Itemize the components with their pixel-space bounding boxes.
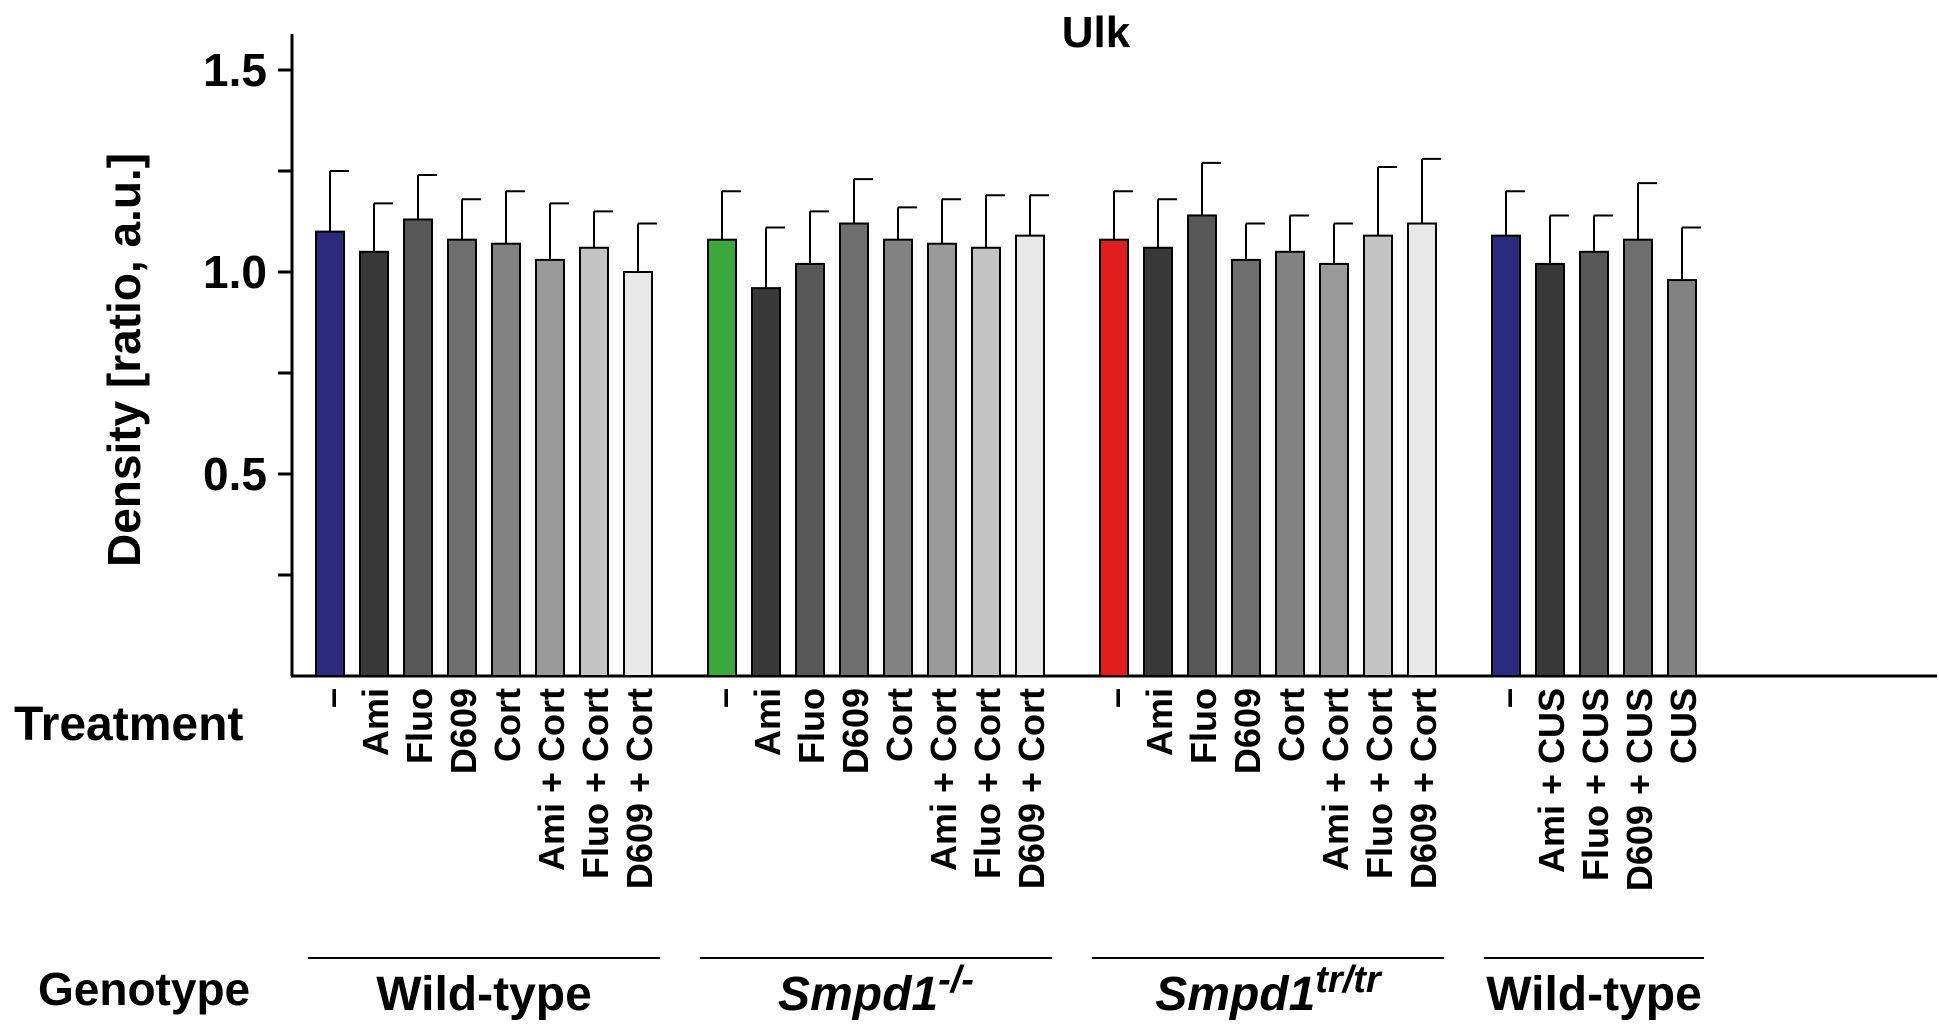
y-ticks: 0.5 1.0 1.5: [203, 44, 292, 577]
treatment-label: Fluo: [1183, 688, 1224, 764]
treatment-label: D609: [835, 688, 876, 774]
genotype-superscript: -/-: [938, 959, 974, 1001]
bar: [1363, 234, 1393, 677]
genotype-label: Wild-type: [376, 968, 592, 1021]
treatment-label: Ami + Cort: [923, 688, 964, 871]
y-tick-label: 0.5: [203, 448, 267, 500]
y-tick-label: 1.0: [203, 246, 267, 298]
treatment-label: Ami + CUS: [1531, 688, 1572, 873]
genotype-name: Wild-type: [376, 968, 592, 1021]
genotype-label: Wild-type: [1486, 968, 1702, 1021]
treatment-label: D609 + Cort: [619, 688, 660, 889]
bar: [1579, 250, 1609, 678]
bar: [707, 238, 737, 677]
bar: [1143, 246, 1173, 677]
y-tick-label: 1.5: [203, 44, 267, 96]
bar: [623, 271, 653, 677]
treatment-label: –: [311, 688, 352, 708]
bar: [1099, 238, 1129, 677]
treatment-label: Ami: [1139, 688, 1180, 756]
bar: [927, 242, 957, 677]
treatment-label: Ami + Cort: [1315, 688, 1356, 871]
treatment-label: Fluo: [791, 688, 832, 764]
bar: [1667, 279, 1697, 677]
treatment-label: Fluo + CUS: [1575, 688, 1616, 881]
bar: [1407, 222, 1437, 678]
bar: [883, 238, 913, 677]
bar: [971, 246, 1001, 677]
bar: [751, 287, 781, 677]
genotype-name: Wild-type: [1486, 968, 1702, 1021]
bar: [491, 242, 521, 677]
genotype-label: Smpd1tr/tr: [1155, 959, 1383, 1021]
bar: [359, 250, 389, 678]
genotype-name: Smpd1: [1155, 968, 1315, 1021]
treatment-label: Fluo + Cort: [575, 688, 616, 879]
treatment-label: –: [1487, 688, 1528, 708]
treatment-label: Cort: [1271, 688, 1312, 762]
bar: [1623, 238, 1653, 677]
treatment-label: Ami: [747, 688, 788, 756]
treatment-label: D609: [443, 688, 484, 774]
bar: [535, 258, 565, 677]
bar: [1491, 234, 1521, 677]
genotype-row-label: Genotype: [38, 963, 250, 1015]
treatment-label: CUS: [1663, 688, 1704, 764]
chart-title: Ulk: [1062, 8, 1131, 57]
bar: [795, 262, 825, 677]
treatment-label: D609 + Cort: [1011, 688, 1052, 889]
bar: [1275, 250, 1305, 678]
treatment-label: Fluo: [399, 688, 440, 764]
treatment-label: D609: [1227, 688, 1268, 774]
bar: [1187, 214, 1217, 677]
bar: [839, 222, 869, 678]
treatment-label: Fluo + Cort: [967, 688, 1008, 879]
treatment-label: –: [1095, 688, 1136, 708]
treatment-label: Fluo + Cort: [1359, 688, 1400, 879]
bar: [1535, 262, 1565, 677]
treatment-row-label: Treatment: [14, 698, 243, 751]
treatment-label: –: [703, 688, 744, 708]
bar: [315, 230, 345, 677]
genotype-label: Smpd1-/-: [778, 959, 974, 1021]
bar: [1231, 258, 1261, 677]
treatment-label: Cort: [879, 688, 920, 762]
treatment-label: Cort: [487, 688, 528, 762]
y-axis-label: Density [ratio, a.u.]: [98, 153, 150, 567]
bar: [403, 218, 433, 677]
treatment-label: Ami: [355, 688, 396, 756]
bars: [315, 157, 1701, 678]
bar: [1319, 262, 1349, 677]
genotype-labels: Wild-type Smpd1-/- Smpd1tr/tr Wild-type: [308, 957, 1704, 1021]
bar: [447, 238, 477, 677]
bar: [579, 246, 609, 677]
treatment-labels: – Ami Fluo D609 Cort Ami + Cort Fluo + Cort D60…: [311, 688, 1704, 891]
genotype-superscript: tr/tr: [1315, 959, 1383, 1001]
bar: [1015, 234, 1045, 677]
treatment-label: D609 + CUS: [1619, 688, 1660, 891]
treatment-label: Ami + Cort: [531, 688, 572, 871]
genotype-name: Smpd1: [778, 968, 938, 1021]
treatment-label: D609 + Cort: [1403, 688, 1444, 889]
